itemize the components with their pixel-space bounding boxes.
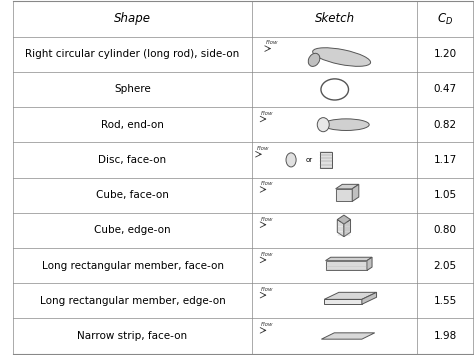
Polygon shape: [337, 215, 351, 224]
Bar: [324, 299, 362, 304]
Text: Flow: Flow: [261, 217, 273, 222]
Text: 1.05: 1.05: [433, 190, 456, 200]
Polygon shape: [324, 292, 376, 299]
Text: Right circular cylinder (long rod), side-on: Right circular cylinder (long rod), side…: [26, 49, 240, 59]
Polygon shape: [344, 219, 351, 237]
Text: 1.17: 1.17: [433, 155, 456, 165]
Bar: [326, 261, 367, 271]
Text: 0.47: 0.47: [433, 84, 456, 94]
Text: Long rectangular member, edge-on: Long rectangular member, edge-on: [40, 296, 225, 306]
Polygon shape: [367, 257, 372, 271]
Text: Flow: Flow: [261, 287, 273, 292]
Polygon shape: [326, 257, 372, 261]
Text: $C_D$: $C_D$: [437, 11, 453, 27]
Text: Flow: Flow: [261, 181, 273, 186]
Text: 1.98: 1.98: [433, 331, 456, 341]
Text: Flow: Flow: [261, 252, 273, 257]
Text: Shape: Shape: [114, 12, 151, 26]
Text: Rod, end-on: Rod, end-on: [101, 120, 164, 130]
Polygon shape: [362, 292, 376, 304]
Text: Flow: Flow: [256, 146, 269, 151]
Text: Sketch: Sketch: [315, 12, 355, 26]
Text: Sphere: Sphere: [114, 84, 151, 94]
Bar: [336, 189, 352, 201]
Ellipse shape: [286, 153, 296, 167]
Text: 0.80: 0.80: [434, 225, 456, 235]
Ellipse shape: [317, 118, 329, 132]
Text: Flow: Flow: [261, 322, 273, 327]
Text: 0.82: 0.82: [433, 120, 456, 130]
Text: 1.20: 1.20: [433, 49, 456, 59]
Text: Flow: Flow: [266, 40, 278, 45]
Text: Cube, edge-on: Cube, edge-on: [94, 225, 171, 235]
Circle shape: [321, 79, 348, 100]
Ellipse shape: [308, 53, 320, 66]
Ellipse shape: [313, 48, 371, 66]
Text: 1.55: 1.55: [433, 296, 456, 306]
Polygon shape: [337, 219, 344, 237]
Polygon shape: [336, 184, 359, 189]
Text: Cube, face-on: Cube, face-on: [96, 190, 169, 200]
Text: Long rectangular member, face-on: Long rectangular member, face-on: [42, 261, 224, 271]
Polygon shape: [321, 333, 375, 339]
Bar: [320, 152, 332, 168]
Polygon shape: [352, 184, 359, 201]
Text: or: or: [306, 157, 313, 163]
Ellipse shape: [323, 119, 369, 131]
Text: 2.05: 2.05: [433, 261, 456, 271]
Text: Narrow strip, face-on: Narrow strip, face-on: [77, 331, 188, 341]
Text: Flow: Flow: [261, 111, 273, 116]
Text: Disc, face-on: Disc, face-on: [99, 155, 166, 165]
